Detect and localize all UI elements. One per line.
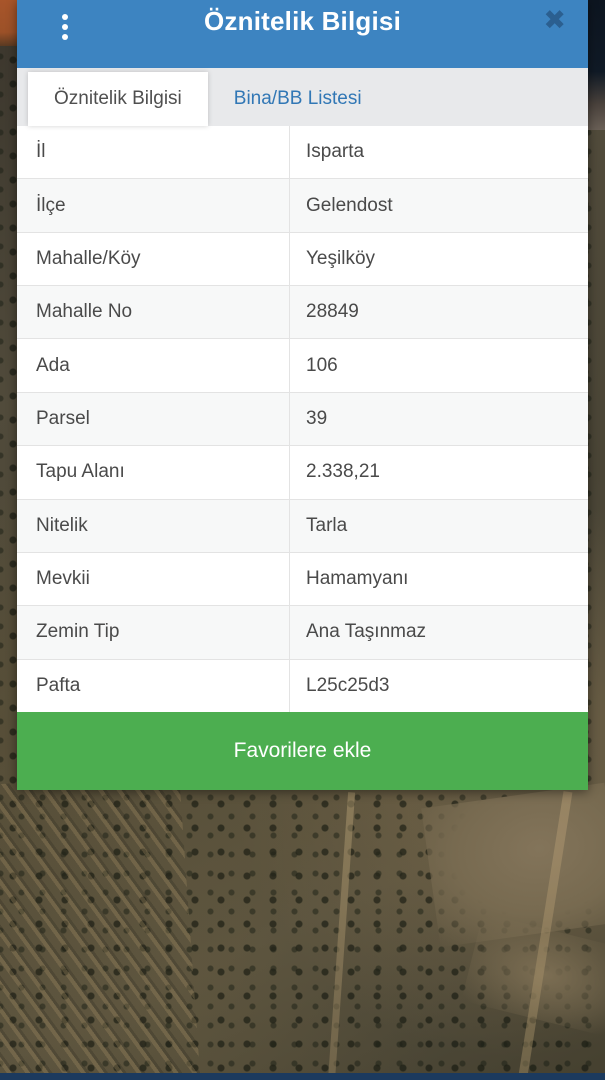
dialog-header: Öznitelik Bilgisi ✖ (17, 0, 588, 68)
row-value: 39 (306, 407, 328, 429)
row-value: L25c25d3 (306, 674, 390, 696)
shadow-patch (587, 0, 605, 130)
table-row-pafta: Pafta L25c25d3 (17, 659, 588, 712)
row-value: Ana Taşınmaz (306, 621, 427, 643)
row-label: Nitelik (17, 499, 290, 552)
tab-oznitelik-bilgisi[interactable]: Öznitelik Bilgisi (28, 72, 208, 126)
attribute-table: İl Isparta İlçe Gelendost Mahalle/Köy Ye… (17, 126, 588, 712)
dialog-title: Öznitelik Bilgisi (204, 6, 401, 36)
row-label: Tapu Alanı (17, 446, 290, 499)
row-label: Mevkii (17, 552, 290, 606)
row-value: Tarla (306, 514, 348, 536)
close-icon[interactable]: ✖ (543, 5, 566, 36)
row-label: Parsel (17, 392, 290, 446)
row-value: Hamamyanı (306, 568, 409, 590)
table-row-parsel: Parsel 39 (17, 392, 588, 447)
table-row-mevkii: Mevkii Hamamyanı (17, 552, 588, 607)
rooftop-patch (0, 0, 18, 46)
row-label: Ada (17, 339, 290, 392)
table-row-ada: Ada 106 (17, 339, 588, 393)
table-row-il: İl Isparta (17, 126, 588, 180)
row-label: Mahalle No (17, 286, 290, 339)
attribute-info-dialog: Öznitelik Bilgisi ✖ Öznitelik Bilgisi Bi… (17, 0, 588, 790)
row-value: 28849 (306, 301, 359, 323)
row-label: İlçe (17, 179, 290, 232)
row-label: Mahalle/Köy (17, 232, 290, 286)
table-row-tapu-alani: Tapu Alanı 2.338,21 (17, 446, 588, 500)
plowed-field-rows (0, 771, 201, 1080)
tab-bar: Öznitelik Bilgisi Bina/BB Listesi (17, 68, 588, 126)
table-row-mahalle-no: Mahalle No 28849 (17, 286, 588, 340)
kebab-menu-icon[interactable] (47, 6, 83, 48)
table-row-zemin-tip: Zemin Tip Ana Taşınmaz (17, 606, 588, 660)
row-label: Pafta (17, 659, 290, 712)
table-row-nitelik: Nitelik Tarla (17, 499, 588, 553)
tab-bina-bb-listesi[interactable]: Bina/BB Listesi (233, 88, 362, 109)
row-value: Isparta (306, 141, 365, 163)
row-value: Yeşilköy (306, 247, 376, 269)
row-label: İl (17, 126, 290, 179)
add-to-favorites-button[interactable]: Favorilere ekle (17, 712, 588, 790)
row-value: Gelendost (306, 194, 393, 216)
row-value: 2.338,21 (306, 461, 380, 483)
system-navigation-bar (0, 1073, 605, 1080)
row-value: 106 (306, 354, 338, 376)
row-label: Zemin Tip (17, 606, 290, 659)
table-row-mahalle-koy: Mahalle/Köy Yeşilköy (17, 232, 588, 287)
table-row-ilce: İlçe Gelendost (17, 179, 588, 233)
